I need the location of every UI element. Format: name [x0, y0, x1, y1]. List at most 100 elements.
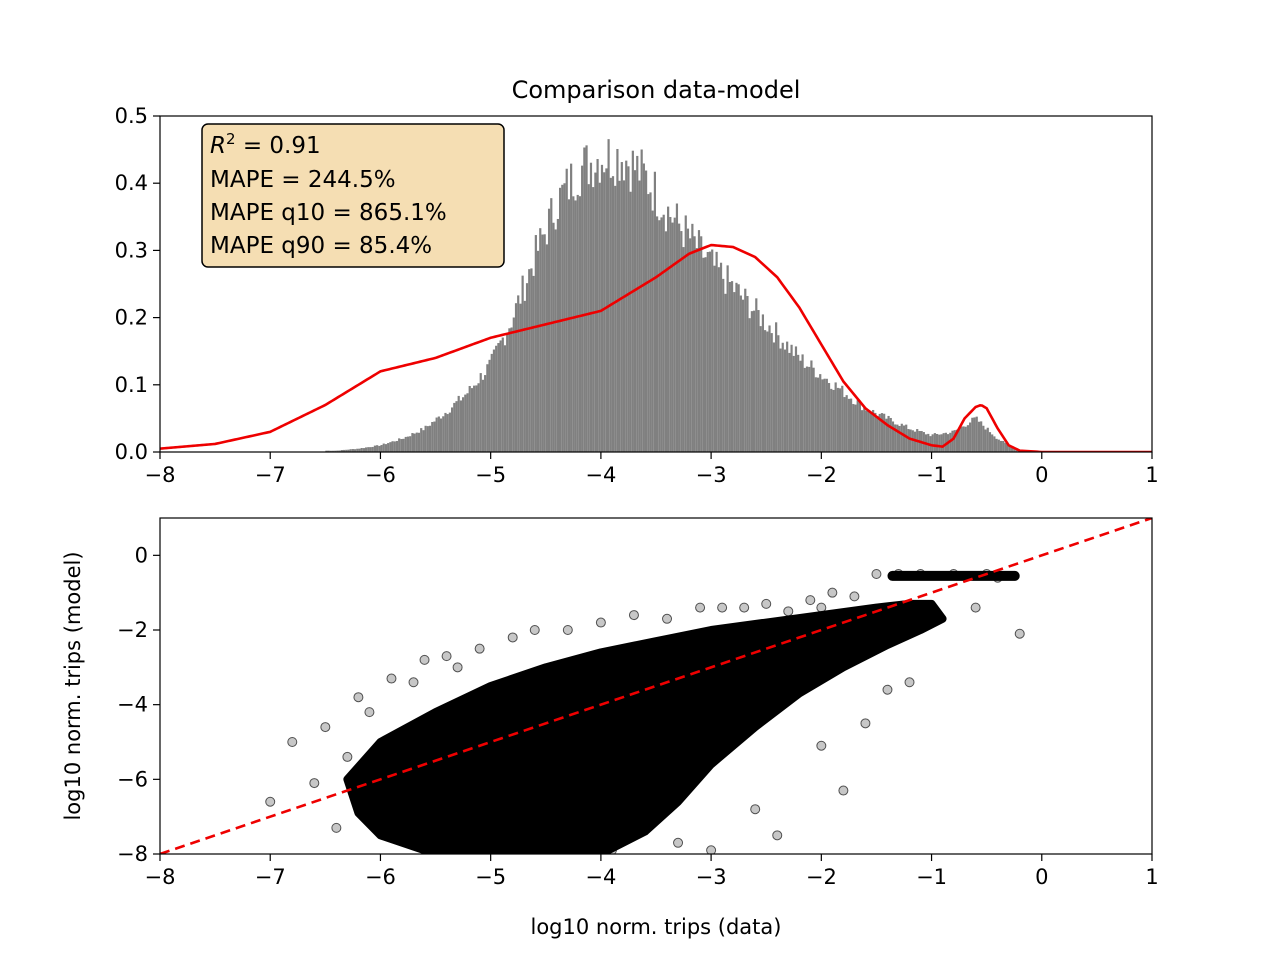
- histogram-bar: [468, 385, 471, 452]
- histogram-bar: [1010, 447, 1014, 452]
- histogram-bar: [519, 303, 522, 452]
- histogram-bar: [825, 378, 828, 452]
- histogram-bar: [459, 400, 462, 452]
- histogram-bar: [955, 429, 958, 452]
- scatter-point: [331, 822, 342, 833]
- histogram-bar: [849, 398, 853, 452]
- histogram-bar: [786, 341, 789, 452]
- histogram-bar: [508, 328, 511, 452]
- histogram-bar: [739, 295, 742, 452]
- histogram-bar: [682, 247, 685, 452]
- scatter-x-tick-label: −2: [806, 865, 837, 889]
- scatter-point: [805, 595, 816, 606]
- histogram-bar: [861, 410, 864, 452]
- scatter-point: [562, 625, 573, 635]
- histogram-bar: [611, 176, 615, 452]
- histogram-bar: [376, 445, 379, 452]
- histogram-bar: [625, 160, 628, 452]
- histogram-bar: [450, 407, 454, 452]
- histogram-bar: [647, 194, 650, 452]
- histogram-bar: [644, 170, 648, 452]
- histogram-bar: [869, 413, 873, 452]
- histogram-bar: [457, 395, 460, 452]
- scatter-point: [364, 707, 375, 718]
- histogram-bar: [523, 300, 526, 452]
- histogram-bar: [700, 236, 703, 452]
- scatter-x-tick-label: −5: [475, 865, 506, 889]
- histogram-bar: [944, 432, 947, 452]
- histogram-bar: [345, 449, 348, 452]
- histogram-bar: [605, 168, 608, 452]
- histogram-bar: [999, 440, 1003, 452]
- histogram-bar: [733, 292, 736, 452]
- histogram-bar: [490, 353, 493, 452]
- histogram-bar: [499, 340, 502, 452]
- scatter-x-tick-label: −7: [255, 865, 286, 889]
- histogram-bar: [395, 441, 399, 452]
- histogram-bar: [437, 416, 440, 452]
- histogram-y-ticks: 0.0 0.1 0.2 0.3 0.4 0.5: [115, 104, 160, 464]
- scatter-x-ticks: −8 −7 −6 −5 −4 −3 −2 −1 0 1: [145, 854, 1159, 889]
- scatter-x-tick-label: −3: [696, 865, 727, 889]
- histogram-bar: [902, 425, 906, 452]
- histogram-x-tick-label: −5: [475, 463, 506, 487]
- histogram-bar: [684, 215, 687, 452]
- histogram-bar: [545, 244, 548, 452]
- histogram-bar: [770, 333, 773, 452]
- histogram-bar: [382, 443, 385, 452]
- histogram-bar: [550, 198, 553, 452]
- histogram-bar: [391, 441, 394, 452]
- scatter-y-axis-label: log10 norm. trips (model): [61, 551, 85, 820]
- scatter-point: [772, 830, 783, 841]
- histogram-bar: [766, 331, 769, 452]
- histogram-bar: [761, 314, 765, 452]
- r-squared-superscript: 2: [226, 130, 236, 148]
- scatter-point: [827, 587, 838, 598]
- histogram-bar: [693, 236, 696, 452]
- scatter-point: [353, 692, 364, 703]
- scatter-point: [606, 845, 617, 854]
- histogram-bar: [353, 449, 357, 452]
- histogram-y-tick-label: 0.0: [115, 440, 148, 464]
- histogram-bar: [398, 438, 401, 452]
- histogram-bar: [453, 402, 456, 452]
- histogram-bar: [697, 230, 701, 452]
- scatter-x-axis-label: log10 norm. trips (data): [531, 915, 782, 939]
- mape-label: MAPE = 244.5%: [210, 167, 396, 193]
- histogram-bar: [470, 388, 474, 452]
- histogram-bar: [402, 438, 405, 452]
- histogram-bar: [462, 397, 465, 452]
- histogram-bar: [543, 234, 546, 452]
- histogram-bar: [812, 367, 815, 452]
- histogram-bar: [964, 426, 967, 452]
- scatter-point: [529, 625, 540, 635]
- histogram-bar: [455, 401, 458, 452]
- histogram-bar: [574, 200, 577, 452]
- scatter-x-tick-label: −8: [145, 865, 176, 889]
- histogram-bar: [980, 421, 983, 452]
- histogram-bar: [858, 400, 862, 452]
- scatter-point: [386, 673, 397, 684]
- histogram-x-tick-label: −7: [255, 463, 286, 487]
- scatter-point: [309, 778, 320, 789]
- scatter-point: [816, 602, 827, 613]
- histogram-bar: [799, 360, 802, 452]
- histogram-bar: [1004, 442, 1007, 452]
- histogram-bar: [984, 429, 987, 452]
- histogram-bar: [484, 375, 487, 452]
- histogram-bar: [349, 449, 352, 452]
- histogram-bar: [988, 432, 992, 452]
- histogram-bar: [567, 199, 571, 452]
- histogram-bar: [845, 395, 848, 452]
- histogram-bar: [664, 231, 668, 452]
- histogram-x-tick-label: −6: [365, 463, 396, 487]
- histogram-bar: [514, 303, 518, 452]
- histogram-bar: [367, 447, 370, 452]
- histogram-bar: [622, 180, 626, 452]
- histogram-bar: [607, 139, 610, 452]
- histogram-bar: [880, 413, 884, 452]
- histogram-bar: [757, 310, 760, 452]
- chart-title: Comparison data-model: [512, 76, 801, 104]
- histogram-bar: [576, 194, 579, 452]
